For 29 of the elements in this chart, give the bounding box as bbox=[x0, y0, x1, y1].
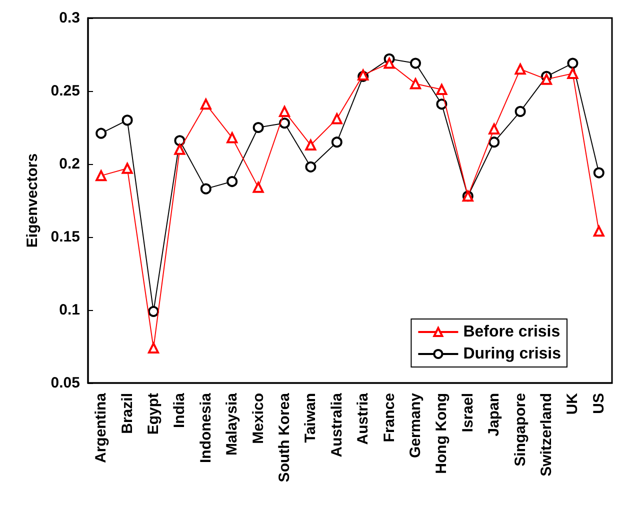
y-tick-label: 0.2 bbox=[59, 156, 80, 172]
x-tick-label: Indonesia bbox=[197, 392, 214, 464]
x-tick-label: US bbox=[590, 393, 608, 414]
y-tick-label: 0.25 bbox=[50, 82, 80, 100]
y-tick-label: 0.3 bbox=[59, 10, 80, 26]
x-tick-label: UK bbox=[564, 392, 582, 415]
x-tick-label: Japan bbox=[486, 393, 503, 436]
x-tick-label: Israel bbox=[459, 393, 476, 432]
legend-label: During crisis bbox=[463, 346, 562, 362]
x-tick-label: Australia bbox=[328, 392, 346, 458]
x-tick-label: India bbox=[171, 392, 188, 428]
x-tick-label: Switzerland bbox=[538, 393, 555, 476]
x-tick-label: Brazil bbox=[118, 393, 136, 434]
x-tick-label: Austria bbox=[354, 392, 372, 445]
x-tick-label: France bbox=[380, 393, 398, 442]
x-tick-label: Egypt bbox=[145, 393, 162, 435]
legend-label: Before crisis bbox=[463, 324, 560, 340]
x-tick-label: Singapore bbox=[512, 393, 529, 466]
x-tick-label: Argentina bbox=[92, 392, 110, 464]
x-tick-label: South Korea bbox=[276, 392, 293, 482]
x-tick-label: Taiwan bbox=[302, 393, 320, 443]
x-tick-label: Malaysia bbox=[224, 392, 241, 456]
y-axis-title: Eigenvectors bbox=[24, 153, 41, 248]
y-tick-label: 0.15 bbox=[50, 228, 80, 246]
y-tick-label: 0.1 bbox=[59, 302, 80, 318]
x-tick-label: Hong Kong bbox=[433, 393, 450, 474]
y-tick-label: 0.05 bbox=[50, 374, 80, 392]
x-tick-label: Mexico bbox=[250, 393, 267, 444]
x-tick-label: Germany bbox=[407, 392, 424, 458]
